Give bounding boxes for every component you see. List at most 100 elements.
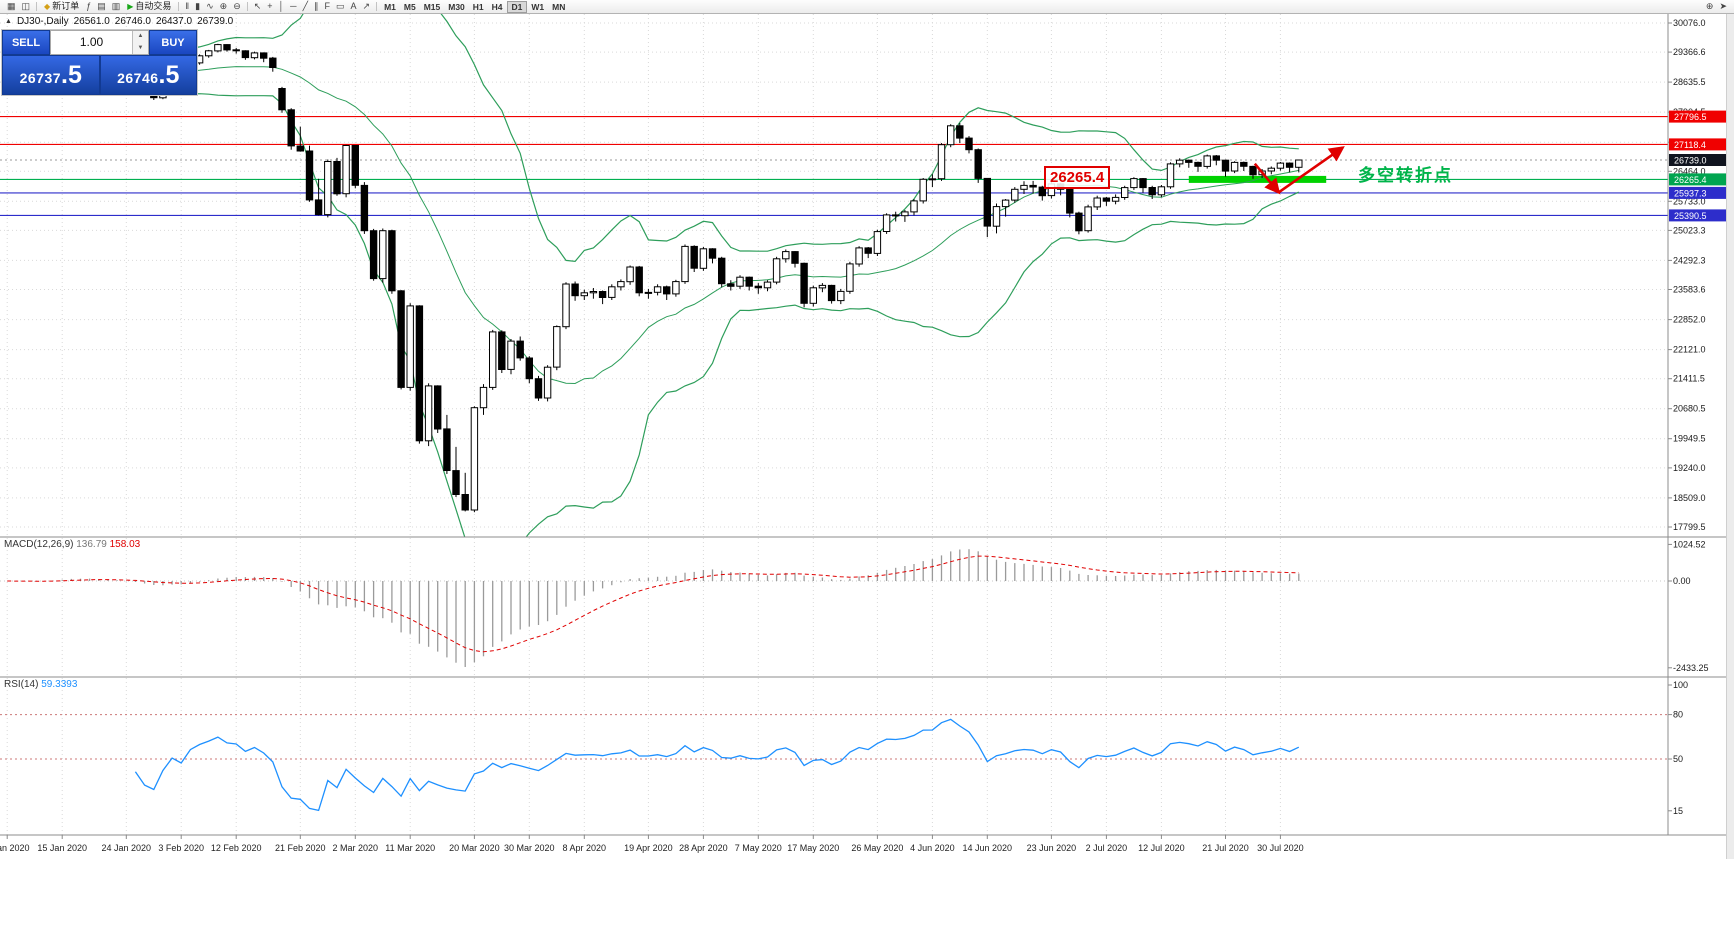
candle bbox=[1111, 196, 1120, 202]
timeframe-m30[interactable]: M30 bbox=[448, 1, 465, 12]
toolbar-separator bbox=[178, 2, 180, 11]
turning-point-label[interactable]: 多空转折点 bbox=[1358, 166, 1453, 185]
candle bbox=[1240, 161, 1248, 167]
candle bbox=[1267, 167, 1275, 172]
candle bbox=[1295, 159, 1303, 168]
text-icon[interactable]: A bbox=[350, 1, 357, 11]
candle bbox=[1230, 161, 1239, 172]
vertical-line-icon[interactable]: │ bbox=[278, 1, 285, 11]
candle bbox=[617, 281, 625, 288]
candle bbox=[369, 230, 378, 280]
horizontal-lines[interactable] bbox=[0, 116, 1668, 216]
date-tick-label: 3 Feb 2020 bbox=[158, 843, 204, 853]
date-tick-label: 24 Jan 2020 bbox=[102, 843, 152, 853]
candle bbox=[708, 248, 717, 259]
channel-icon[interactable]: ∥ bbox=[313, 1, 319, 11]
pointer-icon[interactable]: ➤ bbox=[1719, 1, 1727, 11]
panel-separators[interactable] bbox=[0, 536, 1727, 836]
collapse-panel-icon[interactable]: ▲ bbox=[5, 18, 12, 25]
price-annotation-box[interactable]: 26265.4 bbox=[1044, 166, 1111, 189]
timeframe-m15[interactable]: M15 bbox=[423, 1, 441, 12]
price-tick-label: 24292.3 bbox=[1673, 255, 1706, 265]
date-tick-label: 30 Jul 2020 bbox=[1257, 843, 1304, 853]
volume-input[interactable]: 1.00 bbox=[79, 35, 104, 49]
sell-price[interactable]: 26737.5 bbox=[2, 55, 100, 95]
date-tick-label: 15 Jan 2020 bbox=[37, 843, 87, 853]
timeframe-h4[interactable]: H4 bbox=[491, 1, 503, 12]
cursor-icon[interactable]: ↖ bbox=[253, 1, 262, 11]
candle bbox=[589, 291, 598, 294]
rsi-axis: 100 80 50 15 bbox=[1668, 680, 1688, 816]
crosshair-icon[interactable]: + bbox=[267, 1, 273, 11]
buy-button[interactable]: BUY bbox=[149, 30, 197, 55]
fibonacci-icon[interactable]: F bbox=[324, 1, 330, 11]
candle bbox=[663, 286, 671, 295]
candle bbox=[333, 161, 341, 195]
arrow-tool-icon[interactable]: ↗ bbox=[362, 1, 371, 11]
autotrading-button[interactable]: ▶ 自动交易 bbox=[123, 0, 175, 13]
candle bbox=[837, 290, 845, 302]
candle bbox=[232, 49, 240, 52]
candle bbox=[736, 276, 744, 287]
price-tick-label: 23583.6 bbox=[1673, 285, 1706, 295]
data-window-icon[interactable]: ▥ bbox=[111, 1, 121, 11]
line-chart-icon[interactable]: ∿ bbox=[206, 1, 214, 11]
trend-arrows[interactable] bbox=[1253, 146, 1345, 195]
candle bbox=[827, 284, 836, 302]
buy-price[interactable]: 26746.5 bbox=[99, 55, 197, 95]
timeframe-m5[interactable]: M5 bbox=[403, 1, 416, 12]
profiles-icon[interactable]: ◫ bbox=[21, 1, 31, 11]
shapes-icon[interactable]: ▭ bbox=[335, 1, 345, 11]
sell-price-main: 26737 bbox=[19, 70, 62, 86]
candle bbox=[1020, 184, 1028, 190]
price-tick-label: 29366.6 bbox=[1673, 47, 1706, 57]
timeframe-h1[interactable]: H1 bbox=[472, 1, 484, 12]
trend-arrow bbox=[1253, 162, 1281, 195]
macd-axis: 1024.52 0.00 -2433.25 bbox=[1668, 539, 1709, 673]
candle bbox=[745, 276, 753, 287]
volume-decrease-button[interactable]: ▼ bbox=[133, 42, 148, 54]
zoom-in-icon[interactable]: ⊕ bbox=[219, 1, 228, 11]
date-tick-label: 19 Apr 2020 bbox=[624, 843, 673, 853]
price-tick-label: 25023.3 bbox=[1673, 225, 1706, 235]
price-tick-label: 19240.0 bbox=[1673, 463, 1706, 473]
magnifier-icon[interactable]: ⊕ bbox=[1705, 1, 1714, 11]
indicators-icon[interactable]: ƒ bbox=[86, 1, 92, 11]
candle bbox=[1157, 186, 1166, 196]
sell-button[interactable]: SELL bbox=[2, 30, 50, 55]
scrollbar[interactable] bbox=[1726, 14, 1734, 859]
timeframe-d1[interactable]: D1 bbox=[506, 0, 528, 13]
timeframe-w1[interactable]: W1 bbox=[531, 1, 545, 12]
horizontal-line-icon[interactable]: ─ bbox=[290, 1, 297, 11]
candle bbox=[901, 211, 909, 217]
candle bbox=[983, 177, 991, 227]
rsi-line bbox=[134, 718, 1300, 812]
candle bbox=[772, 258, 781, 283]
open-value: 26561.0 bbox=[73, 16, 110, 27]
price-tick-label: 19949.5 bbox=[1673, 434, 1706, 444]
rsi-value: 59.3393 bbox=[41, 679, 78, 690]
candlestick-chart-icon[interactable]: ▮ bbox=[195, 1, 201, 11]
timeframe-m1[interactable]: M1 bbox=[384, 1, 396, 12]
new-chart-icon[interactable]: ▦ bbox=[7, 1, 16, 11]
price-level-label: 27118.4 bbox=[1674, 140, 1706, 150]
timeframe-mn[interactable]: MN bbox=[552, 1, 566, 12]
bar-chart-icon[interactable]: ‖ bbox=[185, 1, 190, 11]
volume-box: 1.00 ▲ ▼ bbox=[50, 30, 149, 55]
candle bbox=[882, 214, 891, 232]
candle bbox=[1066, 188, 1074, 214]
candle bbox=[809, 287, 817, 304]
candle bbox=[1276, 162, 1285, 169]
candle bbox=[278, 88, 286, 111]
price-level-label-bg bbox=[1669, 154, 1726, 166]
price-level-label-bg bbox=[1669, 138, 1726, 151]
candle bbox=[443, 428, 451, 471]
trendline-icon[interactable]: ╱ bbox=[302, 1, 308, 11]
candle bbox=[791, 251, 799, 264]
volume-increase-button[interactable]: ▲ bbox=[133, 31, 148, 43]
zoom-out-icon[interactable]: ⊖ bbox=[233, 1, 241, 11]
market-watch-icon[interactable]: ▤ bbox=[97, 1, 106, 11]
rsi-tick-label: 80 bbox=[1673, 710, 1683, 720]
new-order-button[interactable]: ◆ 新订单 bbox=[40, 0, 83, 13]
